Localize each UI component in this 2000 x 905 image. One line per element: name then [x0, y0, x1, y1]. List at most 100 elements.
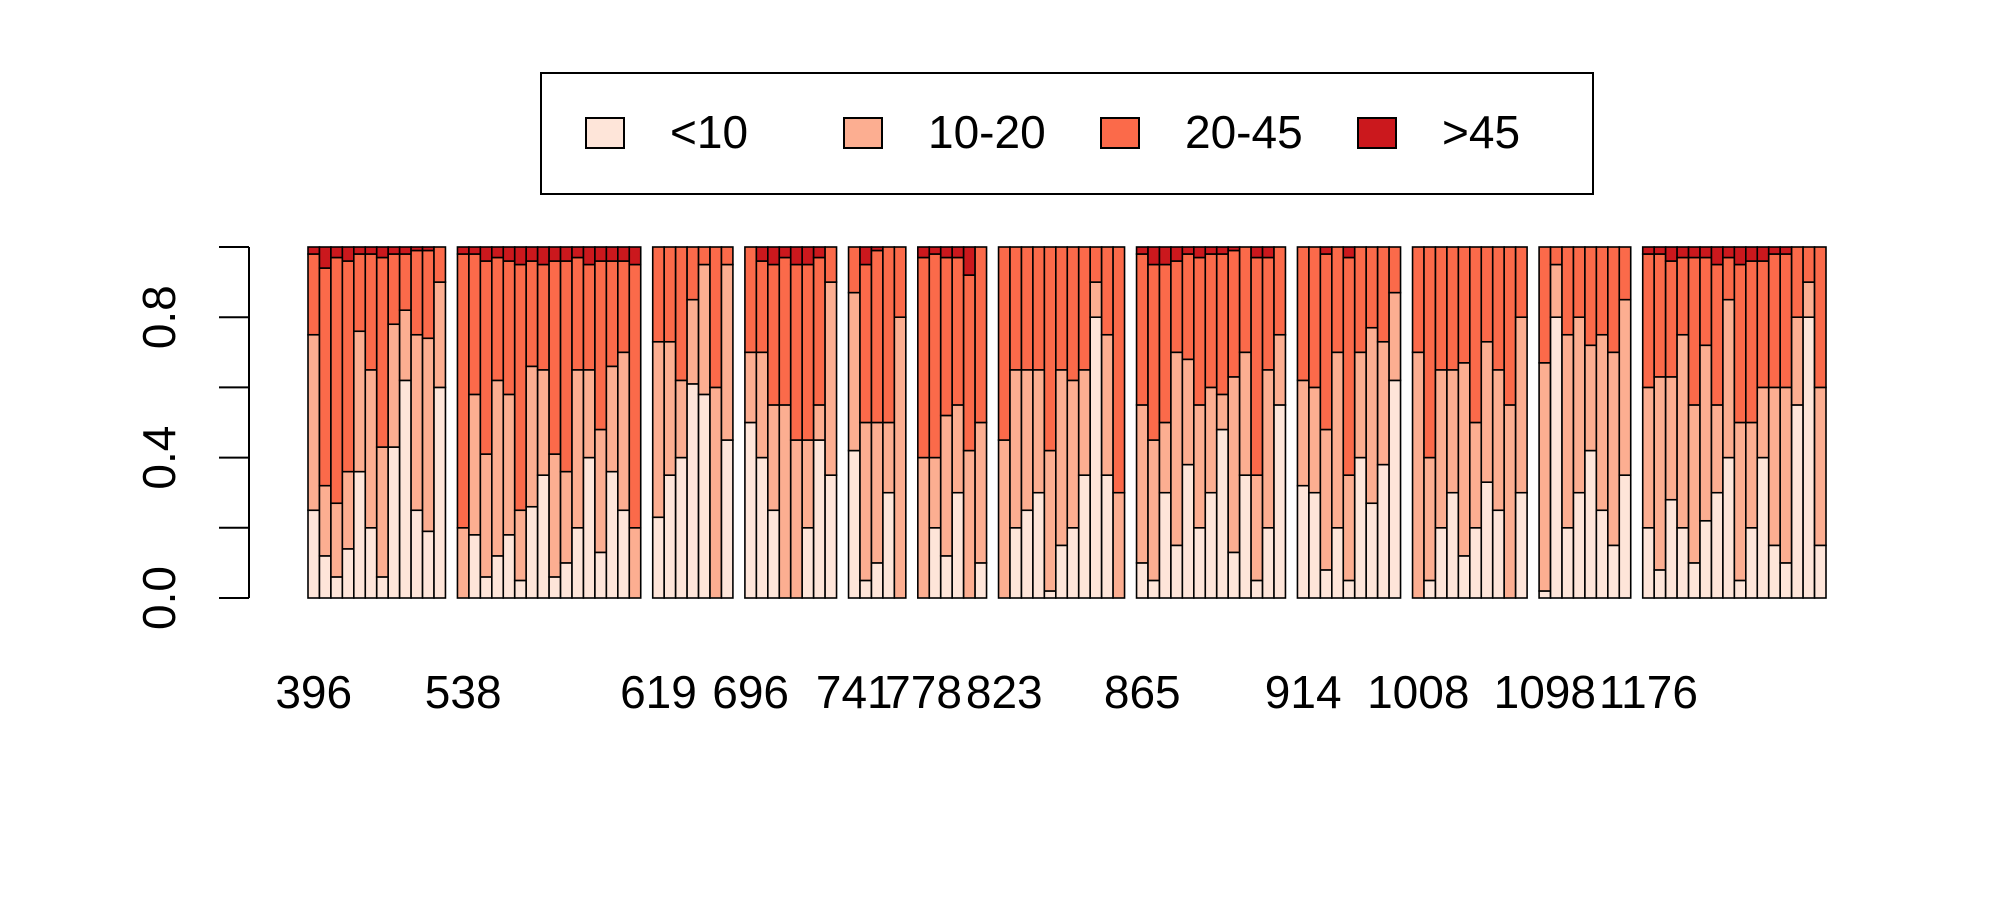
bar-segment — [1250, 256, 1264, 476]
bar-segment — [502, 246, 516, 262]
bar-segment — [456, 526, 470, 599]
bar-segment — [536, 246, 550, 266]
bar — [1376, 246, 1390, 599]
bar-segment — [456, 246, 470, 255]
bar-segment — [893, 316, 907, 599]
bar-segment — [755, 260, 769, 354]
bar-segment — [1687, 256, 1701, 406]
bar-segment — [870, 562, 884, 599]
bar-segment — [1767, 246, 1781, 255]
bar-segment — [1790, 316, 1804, 406]
bars — [307, 246, 1827, 599]
bar-segment — [1204, 253, 1218, 389]
bar-segment — [387, 253, 401, 326]
legend-swatch — [1100, 117, 1140, 149]
legend-swatch — [1357, 117, 1397, 149]
bar-segment — [1147, 246, 1161, 266]
bar-segment — [628, 526, 642, 599]
bar-segment — [951, 404, 965, 494]
bar-segment — [421, 249, 435, 340]
bar-segment — [847, 246, 861, 294]
bar-segment — [387, 246, 401, 255]
bar-segment — [1549, 316, 1563, 599]
bar-segment — [1365, 326, 1379, 505]
bar-segment — [1331, 246, 1345, 354]
x-tick-label: 914 — [1265, 666, 1342, 718]
bar-segment — [882, 421, 896, 494]
bar-segment — [1342, 256, 1356, 476]
bar — [1388, 246, 1402, 599]
bar-segment — [870, 249, 884, 424]
bar — [1491, 246, 1505, 599]
bar-segment — [387, 323, 401, 448]
bar-segment — [513, 579, 527, 599]
bar-segment — [1077, 369, 1091, 476]
bar-segment — [353, 253, 367, 333]
bar — [307, 246, 321, 599]
bar-segment — [928, 456, 942, 529]
bar — [974, 246, 988, 599]
bar-segment — [1572, 316, 1586, 494]
bar-segment — [1722, 298, 1736, 459]
bar-segment — [1779, 562, 1793, 599]
bar-segment — [1514, 246, 1528, 318]
bar-segment — [375, 446, 389, 578]
bar-segment — [686, 246, 700, 301]
bar-segment — [1411, 351, 1425, 599]
bar-segment — [330, 256, 344, 505]
bar-segment — [1135, 404, 1149, 564]
bar — [1733, 246, 1747, 599]
bar-segment — [1055, 544, 1069, 599]
bar-segment — [697, 246, 711, 266]
bar-segment — [307, 333, 321, 512]
bar-segment — [318, 246, 332, 269]
bar-segment — [1687, 246, 1701, 259]
bar-segment — [1687, 562, 1701, 599]
bar-segment — [1813, 386, 1827, 547]
bar — [1434, 246, 1448, 599]
bar-segment — [330, 246, 344, 259]
legend-item: 20-45 — [1100, 106, 1303, 158]
bar-segment — [1756, 246, 1770, 262]
bar-segment — [571, 246, 585, 259]
bar-segment — [628, 263, 642, 529]
bar-segment — [744, 246, 758, 354]
legend-item: >45 — [1357, 106, 1520, 158]
bar — [605, 246, 619, 599]
bar-segment — [1365, 246, 1379, 329]
bar-segment — [559, 260, 573, 473]
bar-segment — [1618, 298, 1632, 476]
bar — [1802, 246, 1816, 599]
bar — [375, 246, 389, 599]
bar — [1204, 246, 1218, 599]
bar — [594, 246, 608, 599]
bar-segment — [364, 253, 378, 371]
bar-segment — [1572, 491, 1586, 599]
bar-segment — [1446, 246, 1460, 371]
bar — [468, 246, 482, 599]
bar-segment — [1112, 246, 1126, 494]
bar — [686, 246, 700, 599]
bar — [1020, 246, 1034, 599]
bar-segment — [1147, 263, 1161, 441]
bar-segment — [801, 439, 815, 529]
bar-segment — [1538, 590, 1552, 599]
bar-segment — [1446, 491, 1460, 599]
bar-segment — [1089, 316, 1103, 599]
bar-segment — [1802, 316, 1816, 599]
bar-segment — [594, 428, 608, 554]
bar — [502, 246, 516, 599]
bar-segment — [617, 260, 631, 354]
bar — [548, 246, 562, 599]
legend-swatch — [585, 117, 625, 149]
bar — [582, 246, 596, 599]
bar-segment — [1238, 351, 1252, 476]
bar — [1238, 246, 1252, 599]
bar — [1572, 246, 1586, 599]
bar-segment — [789, 263, 803, 441]
bar-segment — [1572, 246, 1586, 318]
bar-segment — [882, 246, 896, 424]
bar — [398, 246, 412, 599]
